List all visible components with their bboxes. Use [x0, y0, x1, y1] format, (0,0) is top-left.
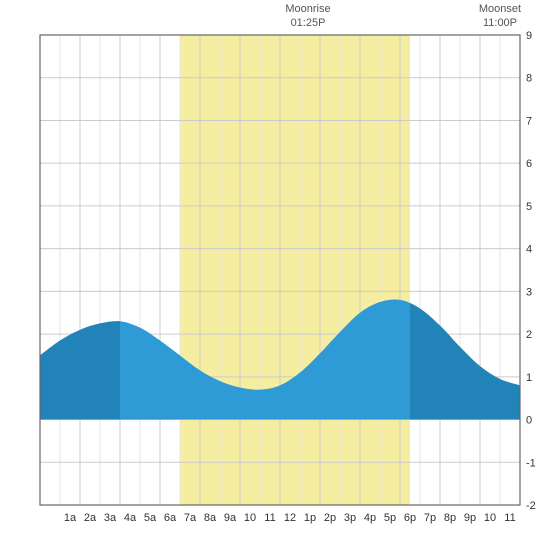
svg-text:6: 6 [526, 158, 532, 170]
svg-text:1p: 1p [304, 512, 316, 524]
svg-text:7p: 7p [424, 512, 436, 524]
svg-text:6a: 6a [164, 512, 177, 524]
moonrise-label: Moonrise01:25P [278, 2, 338, 31]
svg-text:4a: 4a [124, 512, 137, 524]
svg-text:2p: 2p [324, 512, 336, 524]
svg-text:3a: 3a [104, 512, 117, 524]
svg-text:11: 11 [264, 512, 275, 524]
svg-text:5: 5 [526, 201, 532, 213]
svg-text:2: 2 [526, 329, 532, 341]
svg-text:12: 12 [284, 512, 296, 524]
svg-text:8p: 8p [444, 512, 456, 524]
svg-text:1: 1 [526, 372, 532, 384]
moonrise-time: 01:25P [278, 16, 338, 30]
svg-text:9: 9 [526, 30, 532, 42]
moonset-label: Moonset11:00P [470, 2, 530, 31]
svg-text:5a: 5a [144, 512, 157, 524]
svg-text:4: 4 [526, 244, 532, 256]
svg-text:2a: 2a [84, 512, 97, 524]
svg-text:9a: 9a [224, 512, 237, 524]
svg-text:5p: 5p [384, 512, 396, 524]
svg-text:6p: 6p [404, 512, 416, 524]
tide-chart: -2-101234567891a2a3a4a5a6a7a8a9a1011121p… [0, 0, 550, 550]
svg-text:11: 11 [504, 512, 515, 524]
svg-text:-2: -2 [526, 500, 536, 512]
svg-text:10: 10 [244, 512, 256, 524]
svg-text:7a: 7a [184, 512, 197, 524]
svg-text:-1: -1 [526, 457, 536, 469]
svg-text:7: 7 [526, 115, 532, 127]
moonset-time: 11:00P [470, 16, 530, 30]
svg-text:9p: 9p [464, 512, 476, 524]
svg-text:1a: 1a [64, 512, 77, 524]
svg-text:3p: 3p [344, 512, 356, 524]
svg-text:10: 10 [484, 512, 496, 524]
moonrise-title: Moonrise [278, 2, 338, 16]
chart-svg: -2-101234567891a2a3a4a5a6a7a8a9a1011121p… [0, 0, 550, 550]
moonset-title: Moonset [470, 2, 530, 16]
svg-text:4p: 4p [364, 512, 376, 524]
svg-text:8: 8 [526, 73, 532, 85]
svg-text:0: 0 [526, 415, 532, 427]
svg-text:8a: 8a [204, 512, 217, 524]
svg-text:3: 3 [526, 286, 532, 298]
